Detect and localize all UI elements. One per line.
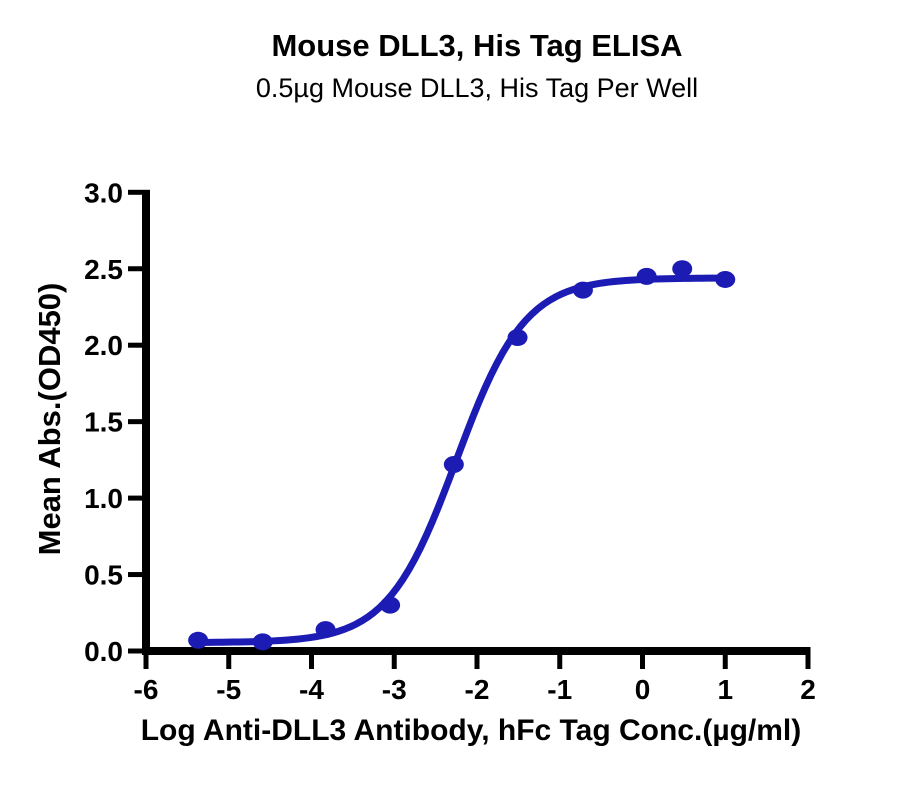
x-tick-label: -6 [134,674,159,705]
x-tick-label: -1 [547,674,572,705]
data-point [443,455,464,473]
y-tick [128,648,142,654]
data-point [572,281,593,299]
y-tick-label: 3.0 [84,177,123,208]
chart-header: Mouse DLL3, His Tag ELISA 0.5µg Mouse DL… [0,0,900,104]
x-tick [805,655,811,669]
y-tick [128,266,142,272]
chart-subtitle: 0.5µg Mouse DLL3, His Tag Per Well [255,73,699,103]
y-tick-label: 0.5 [84,560,123,591]
x-tick [640,655,645,669]
data-point [636,267,657,285]
x-axis-title: Log Anti-DLL3 Antibody, hFc Tag Conc.(µg… [140,714,802,747]
x-tick-label: -5 [216,674,241,705]
data-point [672,260,693,278]
x-tick-label: -3 [382,674,407,705]
y-tick [128,572,142,578]
y-tick-label: 1.5 [84,407,123,438]
y-tick [128,342,142,348]
x-tick [722,655,728,669]
data-point [188,631,209,649]
y-tick [128,419,142,425]
data-point [315,621,336,639]
x-tick [143,655,149,669]
x-tick-label: -2 [465,674,490,705]
x-tick-label: 1 [717,674,733,705]
y-tick-label: 2.0 [84,330,123,361]
x-tick [226,655,232,669]
x-tick-label: -4 [299,674,324,705]
x-tick [557,655,563,669]
y-tick-label: 1.0 [84,483,123,514]
y-tick [128,495,142,501]
y-axis-title: Mean Abs.(OD450) [32,282,67,556]
x-tick-label: 2 [800,674,816,705]
data-point [715,270,736,288]
y-tick [128,189,142,195]
y-tick-label: 0.0 [84,636,123,667]
x-axis-line [142,647,811,655]
y-axis-line [142,189,150,656]
x-tick [391,655,397,669]
fit-curve [194,274,729,646]
x-tick [474,655,480,669]
data-point [507,329,528,347]
data-point [380,596,401,614]
x-tick-label: 0 [635,674,651,705]
data-point [252,633,273,651]
chart-title: Mouse DLL3, His Tag ELISA [271,28,683,63]
y-tick-label: 2.5 [84,254,123,285]
x-tick [309,655,314,669]
